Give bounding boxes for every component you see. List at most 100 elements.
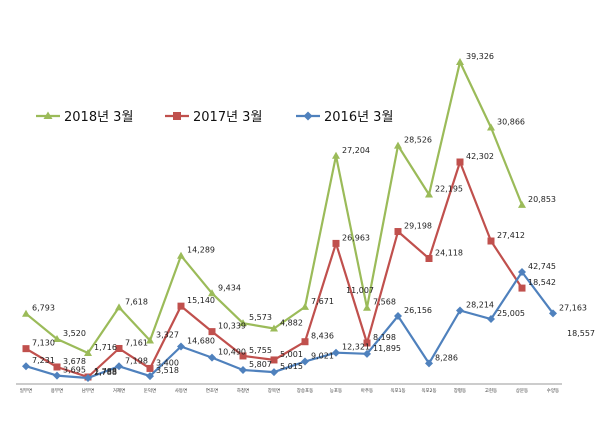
category-label: 상문동 — [516, 387, 528, 394]
data-point — [518, 200, 526, 208]
data-label: 3,678 — [63, 357, 86, 366]
data-label: 7,231 — [32, 356, 55, 365]
data-point — [146, 336, 154, 344]
data-point — [53, 371, 61, 380]
data-point — [394, 141, 402, 149]
data-point — [146, 372, 154, 381]
data-point — [270, 324, 278, 332]
legend-item: 2017년 3월 — [165, 110, 262, 125]
data-label: 8,198 — [373, 333, 396, 342]
data-label: 3,695 — [63, 366, 86, 375]
legend-label: 2018년 3월 — [64, 110, 133, 125]
data-label: 10,339 — [218, 322, 246, 331]
legend-item: 2018년 3월 — [36, 110, 133, 125]
data-label: 14,680 — [187, 336, 215, 345]
data-point — [425, 359, 433, 368]
data-point — [363, 349, 371, 358]
data-point — [84, 374, 92, 382]
data-label: 5,807 — [249, 360, 272, 369]
data-label: 11,895 — [373, 344, 401, 353]
category-label: 둔덕면 — [144, 387, 156, 394]
data-point — [208, 328, 216, 336]
data-label: 3,400 — [156, 358, 179, 367]
category-label: 옥포1동 — [390, 388, 405, 394]
data-point — [332, 239, 340, 247]
data-point — [22, 362, 30, 371]
data-label: 6,793 — [32, 304, 55, 313]
series-line — [25, 270, 554, 380]
series-3 — [22, 268, 557, 382]
series-layer — [22, 58, 557, 382]
series-line — [25, 60, 524, 355]
data-label: 28,214 — [466, 301, 494, 310]
legend-label: 2016년 3월 — [324, 110, 393, 125]
data-label: 7,568 — [373, 298, 396, 307]
data-label: 5,015 — [280, 362, 303, 371]
data-point — [115, 303, 123, 311]
legend: 2018년 3월 2017년 3월 2016년 3월 — [36, 110, 393, 125]
data-point — [394, 228, 402, 236]
data-label: 10,490 — [218, 348, 246, 357]
data-label: 4,882 — [280, 319, 303, 328]
legend-marker — [43, 111, 53, 119]
category-label: 용부면 — [51, 387, 63, 394]
data-label: 39,326 — [466, 52, 494, 61]
data-point — [487, 123, 495, 131]
data-label: 9,434 — [218, 283, 241, 292]
data-point — [363, 339, 371, 347]
data-labels: 6,793 3,520 1,716 7,618 3,327 14,289 9,434 5,57… — [32, 52, 595, 377]
category-label: 고현동 — [485, 387, 497, 394]
data-label: 7,618 — [125, 297, 148, 306]
data-label: 26,156 — [404, 306, 432, 315]
data-label: 27,412 — [497, 231, 525, 240]
data-label: 3,327 — [156, 331, 179, 340]
data-point — [208, 289, 216, 297]
data-label: 18,557 — [567, 329, 595, 338]
data-label: 7,198 — [125, 356, 148, 365]
data-point — [208, 353, 216, 362]
series-2 — [22, 158, 526, 381]
category-label: 아주동 — [361, 387, 373, 394]
data-point — [239, 319, 247, 327]
data-point — [301, 357, 309, 366]
category-label: 장목면 — [268, 387, 280, 394]
data-point — [301, 338, 309, 346]
data-label: 26,963 — [342, 233, 370, 242]
data-point — [53, 363, 61, 371]
category-label: 사등면 — [175, 387, 187, 394]
data-point — [115, 362, 123, 371]
data-label: 8,436 — [311, 332, 334, 341]
data-label: 27,204 — [342, 146, 370, 155]
data-point — [22, 345, 30, 353]
data-point — [425, 254, 433, 262]
data-label: 24,118 — [435, 248, 463, 257]
legend-item: 2016년 3월 — [296, 110, 393, 125]
data-point — [456, 158, 464, 166]
data-point — [239, 365, 247, 374]
data-label: 20,853 — [528, 195, 556, 204]
data-label: 5,755 — [249, 346, 272, 355]
data-label: 9,021 — [311, 351, 334, 360]
data-point — [270, 368, 278, 377]
data-label: 7,130 — [32, 339, 55, 348]
data-point — [239, 352, 247, 360]
data-label: 27,163 — [559, 303, 587, 312]
data-label: 3,518 — [156, 366, 179, 375]
data-label: 42,745 — [528, 262, 556, 271]
data-label: 22,195 — [435, 185, 463, 194]
data-label: 14,289 — [187, 246, 215, 255]
legend-marker — [303, 111, 313, 121]
category-label: 장승포동 — [297, 387, 314, 394]
data-label: 11,007 — [346, 286, 374, 295]
category-label: 연초면 — [206, 387, 218, 394]
data-label: 25,005 — [497, 309, 525, 318]
data-label: 29,198 — [404, 222, 432, 231]
data-point — [363, 303, 371, 311]
data-label: 3,520 — [63, 329, 86, 338]
data-point — [456, 58, 464, 65]
data-label: 18,542 — [528, 278, 556, 287]
category-label: 수양동 — [547, 387, 559, 394]
data-point — [394, 312, 402, 321]
category-label: 하청면 — [237, 387, 249, 394]
